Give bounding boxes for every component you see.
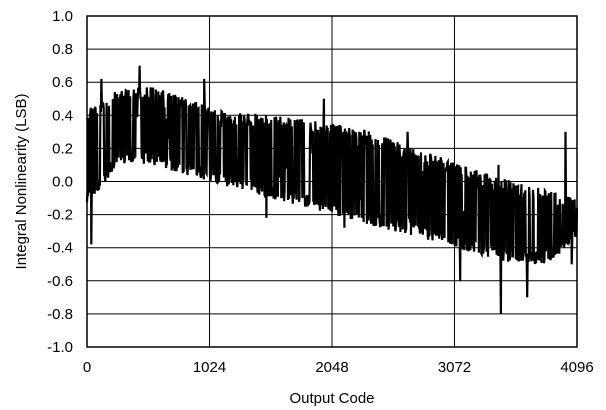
x-tick-label: 4096	[560, 359, 593, 376]
y-tick-label: -0.2	[47, 207, 73, 224]
y-axis-title: Integral Nonlinearity (LSB)	[13, 94, 30, 270]
y-tick-label: 0.6	[52, 74, 73, 91]
y-tick-label: 0.4	[52, 107, 73, 124]
x-tick-label: 3072	[438, 359, 471, 376]
y-tick-label: 1.0	[52, 8, 73, 25]
y-tick-label: -0.6	[47, 273, 73, 290]
y-tick-label: -0.4	[47, 240, 73, 257]
y-tick-label: -1.0	[47, 339, 73, 356]
x-axis-title: Output Code	[289, 390, 374, 407]
y-axis-ticks: -1.0 -0.8 -0.6 -0.4 -0.2 0.0 0.2 0.4 0.6 0.8 1.0	[47, 8, 73, 356]
x-tick-label: 1024	[193, 359, 226, 376]
y-tick-label: 0.0	[52, 174, 73, 191]
series-line	[85, 65, 579, 314]
plot-area-border	[86, 15, 578, 348]
x-tick-label: 0	[83, 359, 91, 376]
x-axis-ticks: 0 1024 2048 3072 4096	[83, 359, 594, 376]
y-tick-label: 0.8	[52, 41, 73, 58]
data-series	[85, 65, 579, 314]
x-tick-label: 2048	[315, 359, 348, 376]
y-tick-label: 0.2	[52, 140, 73, 157]
y-tick-label: -0.8	[47, 306, 73, 323]
